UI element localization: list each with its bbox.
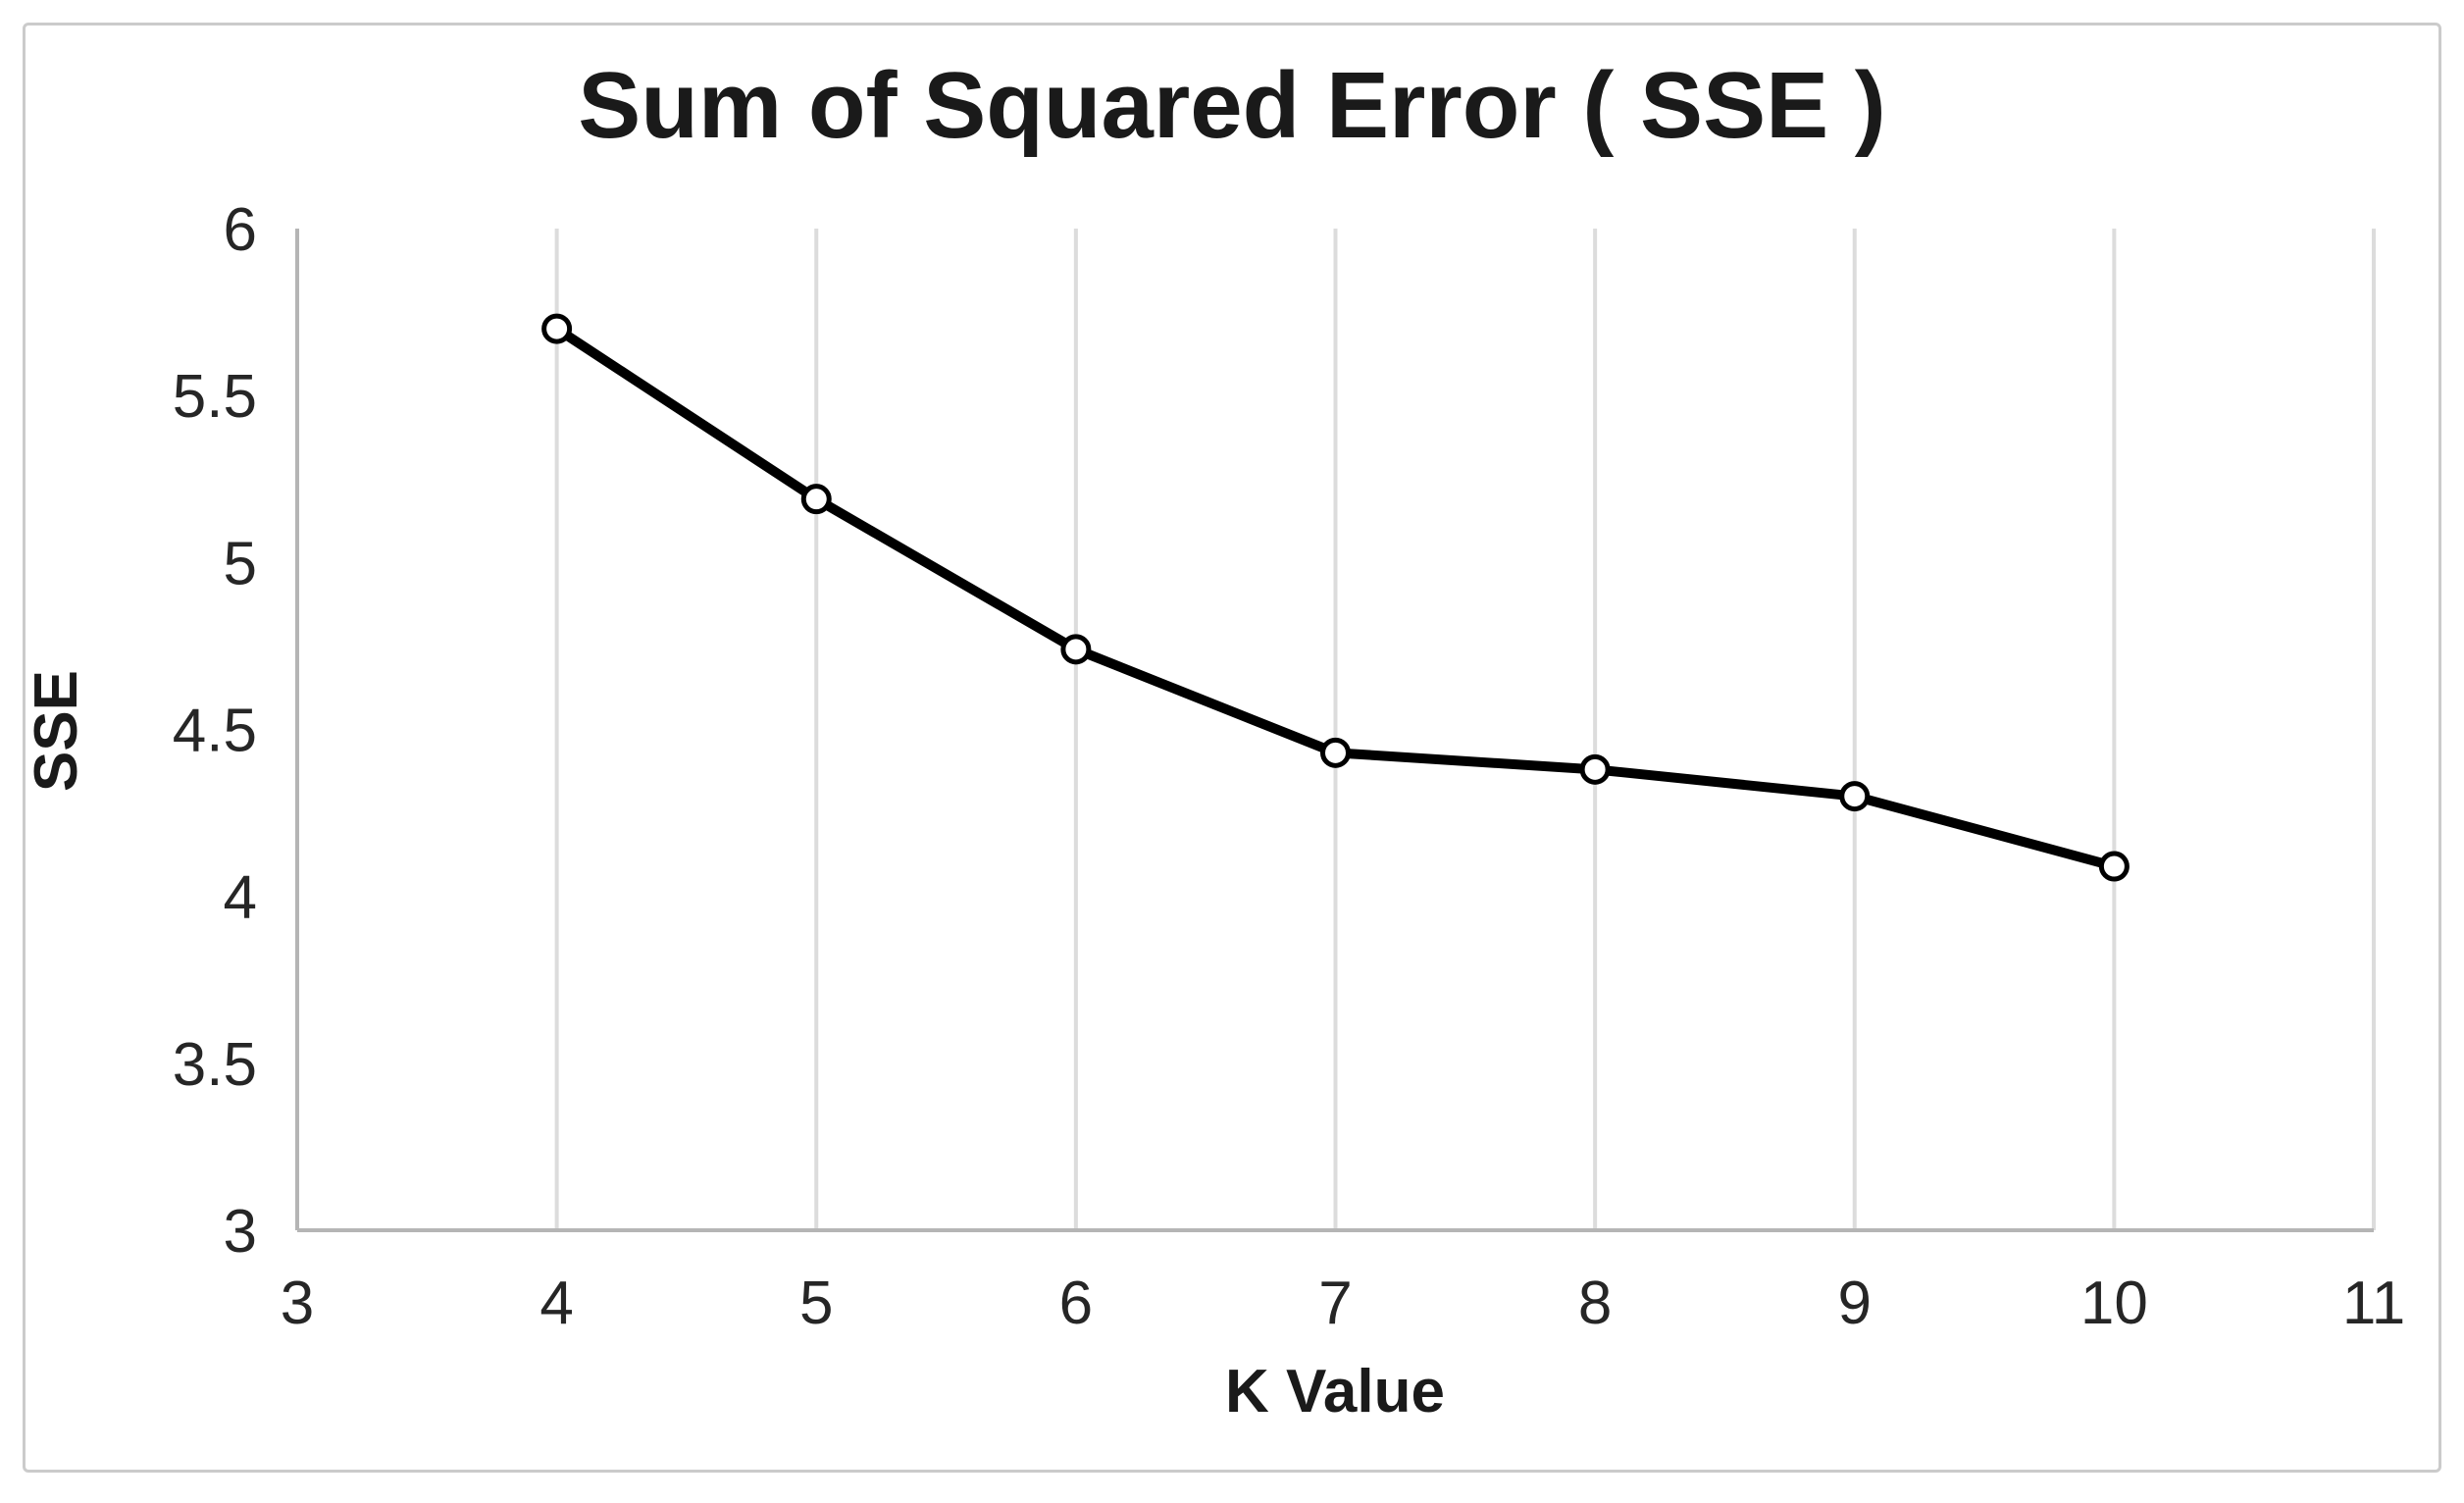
x-axis-tick-labels: 3 4 5 6 7 8 9 10 11 [281,1270,2405,1337]
x-tick-label-11: 11 [2342,1270,2405,1337]
data-point-k8 [1579,753,1611,785]
y-tick-label-5.5: 5.5 [173,363,257,431]
x-tick-label-5: 5 [799,1270,833,1337]
axes [295,229,2374,1232]
x-tick-label-8: 8 [1578,1270,1612,1337]
data-point-k7 [1320,737,1351,768]
data-point-k4 [541,313,573,344]
data-point-k10 [2098,851,2130,882]
x-axis-title: K Value [1225,1358,1445,1425]
x-tick-label-7: 7 [1318,1270,1352,1337]
x-tick-label-9: 9 [1838,1270,1872,1337]
y-axis-title: SSE [23,670,90,792]
y-tick-label-5: 5 [224,530,257,597]
data-point-k9 [1839,781,1871,812]
x-tick-label-3: 3 [281,1270,314,1337]
y-tick-label-4.5: 4.5 [173,698,257,765]
chart-title: Sum of Squared Error ( SSE ) [578,53,1886,158]
data-point-k5 [800,484,832,515]
vertical-gridlines [554,229,2376,1230]
sse-series [541,313,2130,882]
y-tick-label-3.5: 3.5 [173,1031,257,1099]
data-point-k6 [1060,634,1092,665]
x-tick-label-10: 10 [2080,1270,2148,1337]
x-tick-label-6: 6 [1059,1270,1093,1337]
y-tick-label-4: 4 [224,864,257,932]
y-axis-tick-labels: 6 5.5 5 4.5 4 3.5 3 [173,196,257,1266]
x-tick-label-4: 4 [539,1270,573,1337]
y-tick-label-3: 3 [224,1198,257,1266]
y-tick-label-6: 6 [224,196,257,264]
